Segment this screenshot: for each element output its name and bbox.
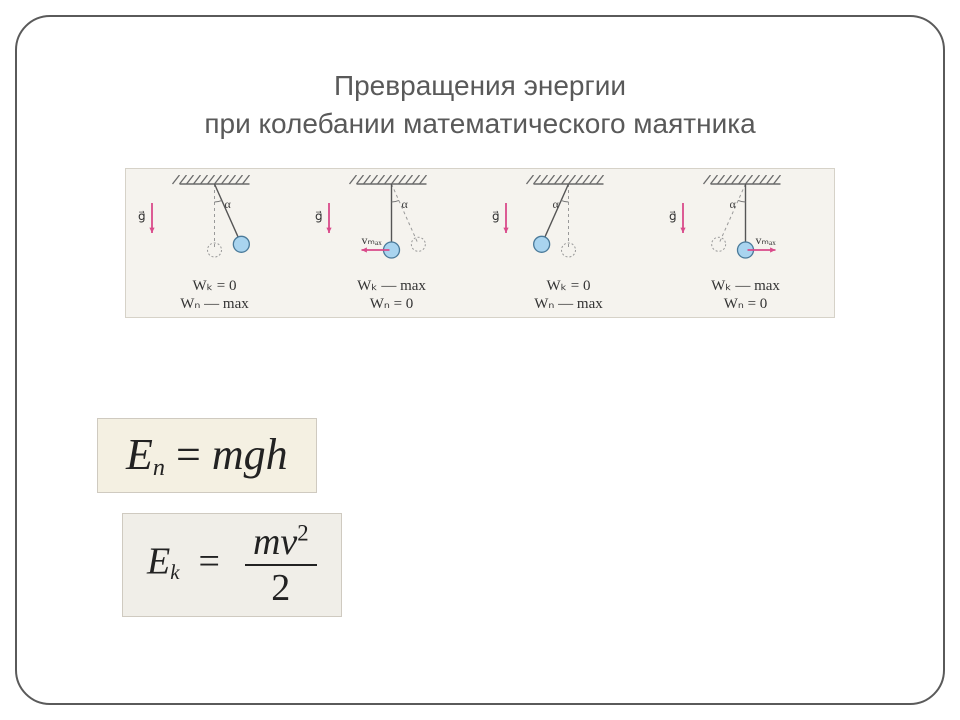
pendulum-panel-svg: α g⃗ — [132, 175, 297, 275]
svg-text:α: α — [553, 197, 560, 211]
kinetic-label: Wₖ — max — [307, 277, 477, 296]
panel-energy-labels: Wₖ — max Wₙ = 0 — [307, 277, 477, 315]
potential-label: Wₙ — max — [484, 295, 654, 314]
pendulum-panel-svg: α g⃗ — [486, 175, 651, 275]
fraction-numerator: mv2 — [245, 520, 317, 566]
formula-lhs-subscript: k — [170, 560, 179, 584]
formula-lhs-symbol: E — [147, 540, 170, 582]
svg-text:g⃗: g⃗ — [315, 209, 323, 223]
svg-text:g⃗: g⃗ — [492, 209, 500, 223]
num-m: m — [253, 521, 280, 563]
num-exp: 2 — [297, 520, 308, 545]
svg-text:g⃗: g⃗ — [669, 209, 677, 223]
pendulum-panel: α g⃗ vₘₐₓ Wₖ — max Wₙ = 0 — [661, 175, 831, 315]
svg-text:α: α — [730, 197, 737, 211]
kinetic-label: Wₖ = 0 — [484, 277, 654, 296]
title-line-2: при колебании математического маятника — [204, 108, 755, 139]
formula-rhs: mgh — [212, 430, 288, 479]
pendulum-panel: α g⃗ Wₖ = 0 Wₙ — max — [130, 175, 300, 315]
slide-frame: Превращения энергии при колебании матема… — [15, 15, 945, 705]
potential-label: Wₙ — max — [130, 295, 300, 314]
svg-text:vₘₐₓ: vₘₐₓ — [362, 233, 383, 247]
svg-text:α: α — [225, 197, 232, 211]
kinetic-label: Wₖ — max — [661, 277, 831, 296]
pendulum-diagram-strip: α g⃗ Wₖ = 0 Wₙ — max α g⃗ vₘₐₓ Wₖ — max … — [125, 168, 835, 318]
panel-energy-labels: Wₖ = 0 Wₙ — max — [484, 277, 654, 315]
formula-kinetic-energy: Ek = mv2 2 — [122, 513, 342, 617]
equals-sign: = — [176, 430, 212, 479]
potential-label: Wₙ = 0 — [307, 295, 477, 314]
fraction: mv2 2 — [245, 520, 317, 610]
formula-potential-energy: En = mgh — [97, 418, 317, 493]
title-line-1: Превращения энергии — [334, 70, 626, 101]
svg-text:g⃗: g⃗ — [138, 209, 146, 223]
slide-title: Превращения энергии при колебании матема… — [57, 67, 903, 143]
kinetic-label: Wₖ = 0 — [130, 277, 300, 296]
svg-text:vₘₐₓ: vₘₐₓ — [756, 233, 777, 247]
formula-lhs-symbol: E — [126, 430, 153, 479]
pendulum-panel-svg: α g⃗ vₘₐₓ — [309, 175, 474, 275]
num-v: v — [280, 521, 297, 563]
potential-label: Wₙ = 0 — [661, 295, 831, 314]
pendulum-panel-svg: α g⃗ vₘₐₓ — [663, 175, 828, 275]
formula-lhs-subscript: n — [153, 454, 165, 481]
equals-sign: = — [189, 540, 229, 582]
panel-energy-labels: Wₖ — max Wₙ = 0 — [661, 277, 831, 315]
svg-text:α: α — [402, 197, 409, 211]
fraction-denominator: 2 — [245, 566, 317, 610]
pendulum-panel: α g⃗ Wₖ = 0 Wₙ — max — [484, 175, 654, 315]
pendulum-panel: α g⃗ vₘₐₓ Wₖ — max Wₙ = 0 — [307, 175, 477, 315]
panel-energy-labels: Wₖ = 0 Wₙ — max — [130, 277, 300, 315]
